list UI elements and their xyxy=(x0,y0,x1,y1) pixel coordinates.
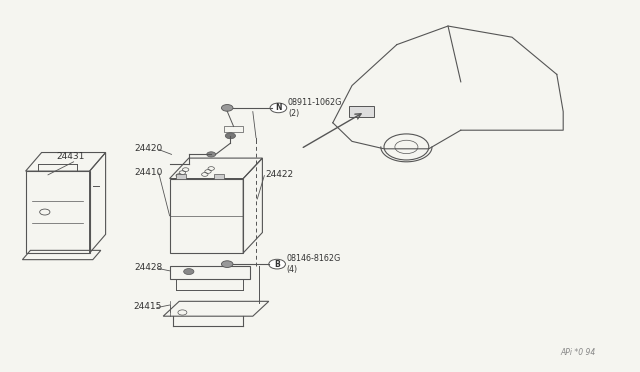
Circle shape xyxy=(270,103,287,113)
Circle shape xyxy=(221,261,233,267)
Bar xyxy=(349,106,374,117)
Circle shape xyxy=(269,259,285,269)
Text: 24422: 24422 xyxy=(266,170,294,179)
Circle shape xyxy=(225,133,236,139)
Circle shape xyxy=(184,269,194,275)
Text: APi *0 94: APi *0 94 xyxy=(560,348,595,357)
Text: 24428: 24428 xyxy=(134,263,163,272)
Circle shape xyxy=(221,105,233,111)
Bar xyxy=(176,174,186,179)
Text: 24410: 24410 xyxy=(134,169,163,177)
Bar xyxy=(170,266,250,279)
Bar xyxy=(214,174,224,179)
Text: 08146-8162G
(4): 08146-8162G (4) xyxy=(287,254,341,274)
Text: B: B xyxy=(275,260,280,269)
Circle shape xyxy=(207,152,216,157)
Text: 24420: 24420 xyxy=(134,144,163,153)
Text: 24415: 24415 xyxy=(133,302,161,311)
Text: 24431: 24431 xyxy=(56,152,84,161)
Text: 08911-1062G
(2): 08911-1062G (2) xyxy=(288,98,342,118)
Text: N: N xyxy=(275,103,282,112)
